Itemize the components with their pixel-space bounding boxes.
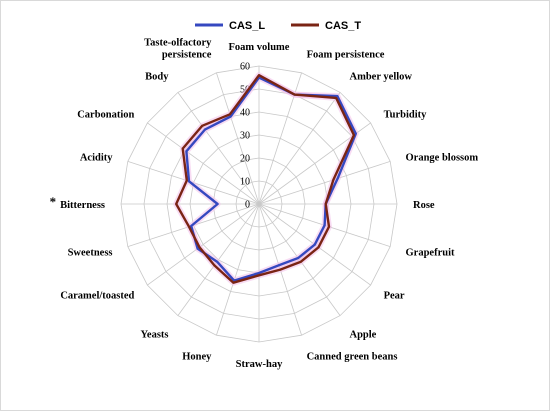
tick-label-10: 10 (240, 177, 250, 188)
axis-labels: Foam volume Foam persistence Amber yellow T… (50, 38, 479, 371)
tick-label-20: 20 (240, 154, 250, 165)
axis-label-honey: Honey (182, 352, 212, 363)
legend: CAS_L CAS_T (195, 20, 361, 32)
axis-label-sweetness: Sweetness (68, 248, 113, 259)
spoke-caramel-toasted (147, 203, 260, 286)
radar-grid (120, 65, 398, 343)
spoke-body (177, 92, 260, 205)
axis-label-pear: Pear (384, 291, 405, 302)
series-lines (173, 72, 359, 286)
significance-marker: * (50, 194, 57, 209)
spoke-orange-blossom (258, 161, 391, 205)
axis-label-acidity: Acidity (80, 152, 113, 163)
axis-label-amber-yellow: Amber yellow (350, 71, 413, 82)
axis-label-turbidity: Turbidity (384, 110, 428, 121)
series-line-cas-t (174, 73, 356, 284)
axis-label-carbonation: Carbonation (77, 110, 134, 121)
tick-label-0: 0 (245, 200, 250, 211)
axis-label-foam-persistence: Foam persistence (307, 50, 385, 61)
tick-label-60: 60 (240, 62, 250, 73)
tick-label-30: 30 (240, 131, 250, 142)
series-line-cas-l (185, 76, 357, 282)
axis-label-canned-green-beans: Canned green beans (307, 352, 398, 363)
spoke-amber-yellow (258, 92, 341, 205)
legend-label-cas-l: CAS_L (229, 20, 265, 32)
spoke-honey (216, 203, 260, 336)
axis-label-apple: Apple (350, 330, 377, 341)
axis-label-caramel-toasted: Caramel/toasted (60, 291, 134, 302)
legend-label-cas-t: CAS_T (325, 20, 361, 32)
axis-label-foam-volume: Foam volume (229, 42, 290, 53)
spoke-taste-olfactory-persistence (216, 72, 260, 205)
tick-label-40: 40 (240, 108, 250, 119)
axis-label-grapefruit: Grapefruit (406, 248, 455, 259)
spoke-carbonation (147, 122, 260, 205)
axis-label-yeasts: Yeasts (141, 330, 169, 341)
axis-label-straw-hay: Straw-hay (236, 359, 283, 370)
series-halo-cas-l (183, 74, 359, 284)
axis-label-rose: Rose (413, 200, 435, 211)
axis-label-orange-blossom: Orange blossom (406, 152, 479, 163)
axis-label-body: Body (145, 71, 169, 82)
axis-label-taste-olfactory-persistence: Taste-olfactory persistence (144, 38, 212, 61)
axis-label-bitterness: Bitterness (60, 200, 105, 211)
